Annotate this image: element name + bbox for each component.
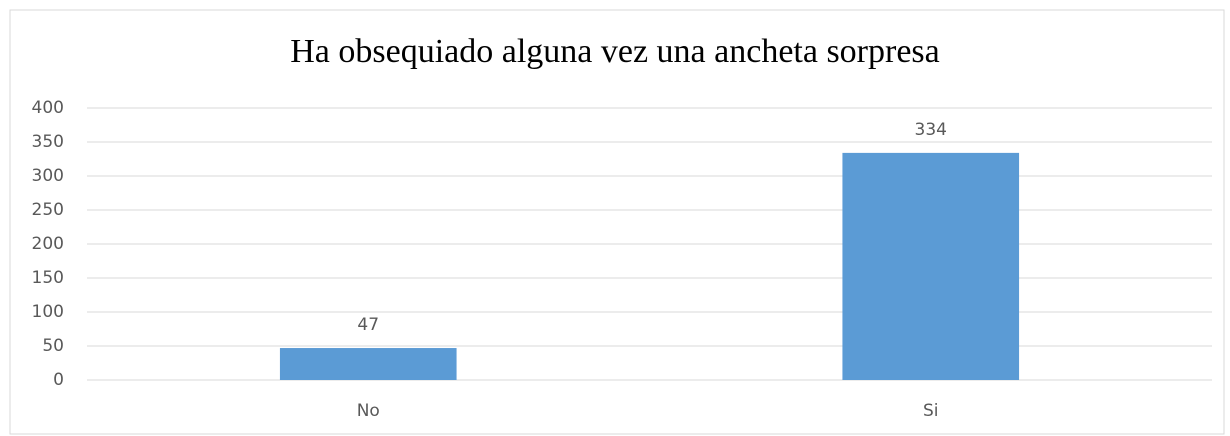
y-tick-label: 300 xyxy=(32,166,64,186)
x-tick-label: No xyxy=(357,401,380,421)
y-tick-label: 0 xyxy=(53,370,64,390)
y-tick-label: 400 xyxy=(32,98,64,118)
y-tick-label: 200 xyxy=(32,234,64,254)
y-tick-label: 100 xyxy=(32,302,64,322)
y-tick-label: 150 xyxy=(32,268,64,288)
chart-border xyxy=(9,9,1225,435)
y-tick-label: 350 xyxy=(32,132,64,152)
x-tick-label: Si xyxy=(923,401,939,421)
y-tick-label: 50 xyxy=(42,336,64,356)
bar xyxy=(279,348,457,380)
data-label: 334 xyxy=(915,120,947,140)
data-label: 47 xyxy=(357,315,379,335)
y-tick-label: 250 xyxy=(32,200,64,220)
chart-title: Ha obsequiado alguna vez una ancheta sor… xyxy=(290,33,940,70)
bar xyxy=(842,152,1020,380)
